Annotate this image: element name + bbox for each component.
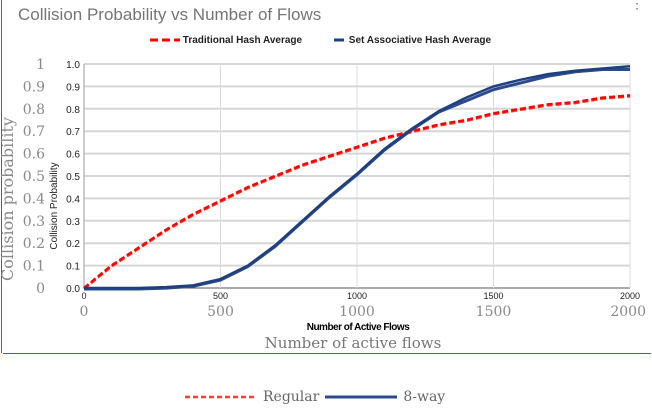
selection-border-left — [1, 0, 2, 353]
x-tick-label: 1000 — [347, 291, 367, 301]
legend-label-8way: 8-way — [403, 389, 446, 405]
y-tick-label-back: 0.6 — [23, 147, 45, 163]
legend-line-8way — [325, 395, 398, 399]
legend-line-blue — [334, 38, 344, 42]
y-tick-label: 0.0 — [66, 284, 80, 295]
x-tick-label: 500 — [213, 291, 228, 301]
legend-item-traditional[interactable]: Traditional Hash Average — [150, 35, 302, 46]
y-tick-label-back: 1 — [36, 57, 45, 73]
x-axis-title: Number of Active Flows — [306, 322, 410, 333]
y-tick-label: 0.6 — [66, 150, 80, 161]
y-tick-label: 0.3 — [66, 217, 80, 228]
x-tick-label-back: 0 — [80, 304, 89, 320]
y-tick-label: 0.4 — [66, 194, 80, 205]
y-tick-label-back: 0.2 — [23, 236, 45, 252]
selection-border-bottom — [3, 353, 651, 354]
legend-label: Traditional Hash Average — [182, 35, 303, 46]
y-axis-title: Collision Probability — [49, 162, 60, 250]
y-tick-label: 0.9 — [66, 82, 80, 93]
x-tick-label-back: 1000 — [339, 304, 375, 320]
y-tick-label-back: 0.1 — [23, 259, 45, 275]
x-tick-label-back: 2000 — [610, 304, 646, 320]
y-tick-label: 0.1 — [66, 262, 80, 273]
y-tick-label-back: 0 — [36, 281, 45, 297]
y-tick-label-back: 0.4 — [23, 191, 45, 207]
x-tick-label-back: 1500 — [476, 304, 512, 320]
x-tick-label: 2000 — [620, 291, 640, 301]
legend-label: Set Associative Hash Average — [348, 35, 492, 46]
y-tick-label: 0.8 — [66, 105, 80, 116]
y-tick-label-back: 0.8 — [23, 102, 45, 118]
y-tick-label-back: 0.3 — [23, 214, 45, 230]
legend-dash-regular — [185, 395, 257, 399]
y-tick-label: 0.2 — [66, 239, 80, 250]
y-tick-label: 0.7 — [66, 127, 80, 138]
x-tick-label: 0 — [81, 291, 86, 301]
legend-back: Regular 8-way — [185, 389, 445, 405]
legend-item-set-associative[interactable]: Set Associative Hash Average — [334, 35, 491, 46]
x-tick-label-back: 500 — [207, 304, 234, 320]
chart-title: Collision Probability vs Number of Flows — [18, 5, 322, 24]
legend-dash-red — [150, 38, 180, 42]
x-axis-title-back: Number of active flows — [264, 334, 442, 352]
more-options-icon[interactable]: ⋮ — [630, 0, 644, 11]
y-axis-title-back: Collision probability — [0, 117, 17, 281]
y-tick-label-back: 0.7 — [23, 124, 45, 140]
x-tick-label: 1500 — [483, 291, 503, 301]
y-tick-label-back: 0.5 — [23, 169, 45, 185]
y-tick-label: 0.5 — [66, 172, 80, 183]
y-tick-label: 1.0 — [66, 60, 80, 71]
y-tick-label-back: 0.9 — [23, 79, 45, 95]
legend-label-regular: Regular — [263, 389, 320, 405]
